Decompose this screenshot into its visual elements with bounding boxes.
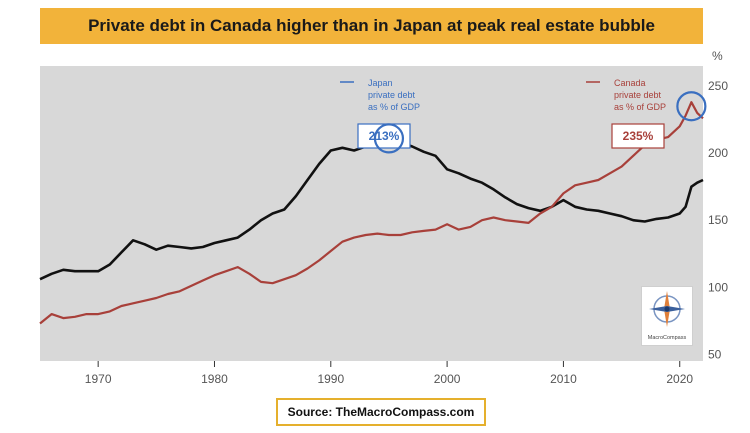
y-axis-unit: % bbox=[712, 49, 723, 63]
y-tick-label: 250 bbox=[708, 79, 728, 93]
logo-text: MacroCompass bbox=[648, 335, 687, 341]
x-tick-label: 2010 bbox=[550, 372, 577, 386]
compass-icon: MacroCompass bbox=[648, 291, 687, 341]
legend-label: Japan bbox=[368, 78, 393, 88]
x-tick-label: 2020 bbox=[666, 372, 693, 386]
chart-title: Private debt in Canada higher than in Ja… bbox=[40, 8, 703, 44]
legend-label: as % of GDP bbox=[368, 102, 420, 112]
annotations-group: Japan private debt as % of GDP 213% Canada pr… bbox=[340, 78, 707, 154]
value-box bbox=[611, 123, 665, 149]
legend-label: as % of GDP bbox=[614, 102, 666, 112]
peak-highlight-circle bbox=[373, 123, 405, 154]
japan-annotation: Japan private debt as % of GDP 213% bbox=[340, 78, 420, 154]
value-label: 235% bbox=[623, 129, 654, 143]
source-credit: Source: TheMacroCompass.com bbox=[276, 398, 486, 426]
x-tick-label: 2000 bbox=[434, 372, 461, 386]
x-axis-ticks: 1970 1980 1990 2000 2010 2020 bbox=[85, 361, 693, 386]
y-tick-label: 100 bbox=[708, 280, 728, 294]
macrocompass-logo: MacroCompass bbox=[641, 286, 693, 346]
legend-label: Canada bbox=[614, 78, 646, 88]
canada-series-line bbox=[39, 101, 704, 325]
canada-annotation: Canada private debt as % of GDP 235% bbox=[586, 78, 707, 149]
legend-label: private debt bbox=[368, 90, 416, 100]
x-tick-label: 1980 bbox=[201, 372, 228, 386]
peak-highlight-circle bbox=[676, 91, 707, 122]
y-axis-ticks: 50 100 150 200 250 bbox=[708, 79, 728, 361]
x-tick-label: 1970 bbox=[85, 372, 112, 386]
plot-area bbox=[40, 66, 703, 361]
y-tick-label: 50 bbox=[708, 347, 722, 361]
y-tick-label: 150 bbox=[708, 213, 728, 227]
y-tick-label: 200 bbox=[708, 146, 728, 160]
x-tick-label: 1990 bbox=[317, 372, 344, 386]
legend-label: private debt bbox=[614, 90, 662, 100]
value-label: 213% bbox=[369, 129, 400, 143]
